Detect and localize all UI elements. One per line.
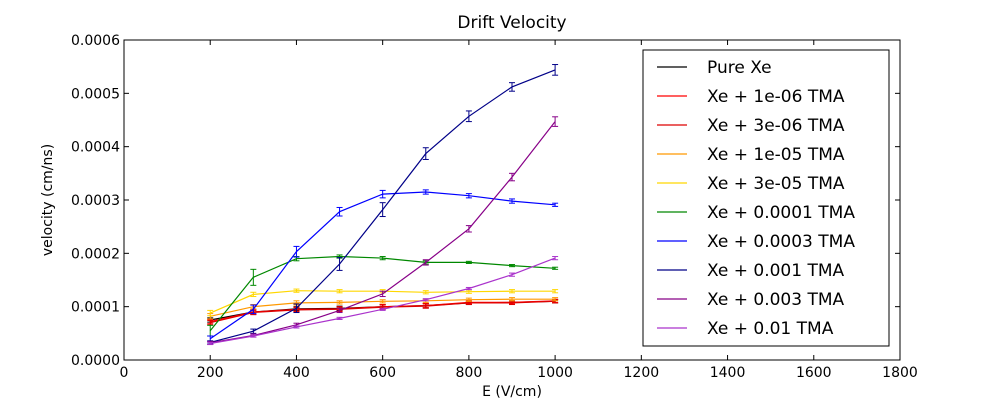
x-tick-label: 200 (197, 365, 224, 381)
y-axis-title: velocity (cm/ns) (40, 144, 56, 256)
y-tick-label: 0.0003 (71, 193, 120, 209)
series-6 (207, 189, 559, 342)
series-9 (207, 256, 559, 346)
legend-label: Xe + 1e-06 TMA (707, 87, 845, 107)
legend-box (642, 49, 890, 347)
series-8 (207, 116, 559, 346)
legend-label: Xe + 3e-06 TMA (707, 116, 845, 136)
plot-area: 0 200 400 600 800 1000 1200 1400 1600 1800 0.0000 0… (71, 33, 918, 381)
y-tick-label: 0.0004 (71, 140, 120, 156)
x-tick-label: 1000 (537, 365, 573, 381)
y-tick-label: 0.0002 (71, 246, 120, 262)
x-tick-label: 1400 (710, 365, 746, 381)
series-2 (207, 299, 559, 326)
x-tick-label: 800 (456, 365, 483, 381)
x-tick-label: 1800 (882, 365, 918, 381)
x-tick-label: 1200 (624, 365, 660, 381)
x-tick-label: 600 (369, 365, 396, 381)
legend: Pure Xe Xe + 1e-06 TMA Xe + 3e-06 TMA Xe + … (642, 49, 890, 347)
chart-title: Drift Velocity (457, 13, 566, 33)
legend-label: Xe + 0.01 TMA (707, 319, 834, 339)
legend-label: Xe + 1e-05 TMA (707, 145, 845, 165)
y-tick-label: 0.0001 (71, 300, 120, 316)
x-tick-label: 1600 (796, 365, 832, 381)
legend-label: Pure Xe (707, 58, 772, 78)
series-line (210, 300, 556, 323)
legend-label: Xe + 0.0001 TMA (707, 203, 855, 223)
y-tick-label: 0.0000 (71, 353, 120, 369)
x-tick-label: 0 (120, 365, 129, 381)
legend-label: Xe + 3e-05 TMA (707, 174, 845, 194)
x-axis-title: E (V/cm) (482, 384, 542, 400)
y-tick-label: 0.0005 (71, 86, 120, 102)
legend-label: Xe + 0.003 TMA (707, 290, 845, 310)
y-tick-label: 0.0006 (71, 33, 120, 49)
x-tick-label: 400 (283, 365, 310, 381)
legend-label: Xe + 0.0003 TMA (707, 232, 855, 252)
legend-label: Xe + 0.001 TMA (707, 261, 845, 281)
